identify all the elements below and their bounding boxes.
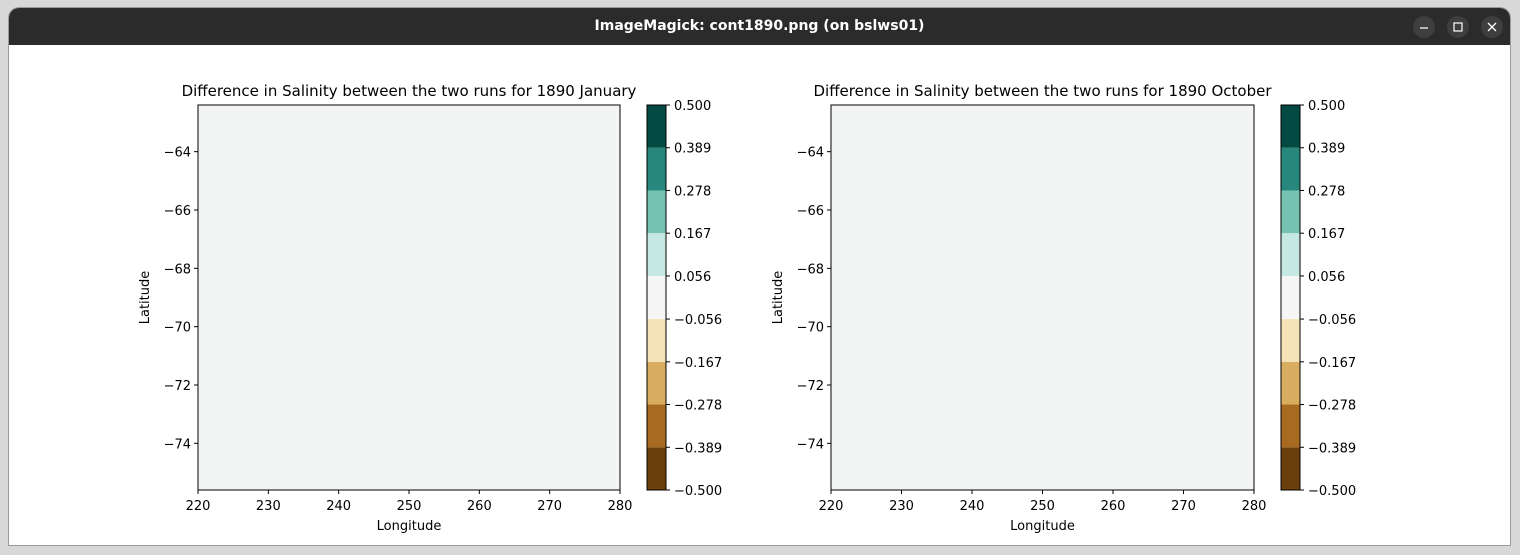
x-tick-label: 250 bbox=[1030, 499, 1055, 514]
colorbar-segment bbox=[647, 319, 666, 362]
y-tick-label: −70 bbox=[164, 321, 191, 336]
x-axis-label: Longitude bbox=[1010, 519, 1075, 534]
x-tick-label: 270 bbox=[1171, 499, 1196, 514]
y-tick-label: −64 bbox=[164, 146, 191, 161]
colorbar-segment bbox=[1281, 447, 1300, 490]
colorbar-tick-label: −0.056 bbox=[674, 313, 722, 328]
colorbar-frame bbox=[1280, 104, 1301, 491]
y-tick-label: −74 bbox=[164, 437, 191, 452]
colorbar-tick-label: −0.500 bbox=[674, 484, 722, 499]
maximize-button[interactable] bbox=[1447, 16, 1469, 38]
colorbar-tick-label: 0.278 bbox=[1308, 184, 1345, 199]
image-canvas: Difference in Salinity between the two r… bbox=[9, 45, 1510, 545]
chart-title: Difference in Salinity between the two r… bbox=[182, 82, 637, 100]
colorbar-segment bbox=[1281, 147, 1300, 191]
x-axis-label: Longitude bbox=[377, 519, 442, 534]
axes-frame bbox=[830, 104, 1255, 491]
x-tick-label: 260 bbox=[467, 499, 492, 514]
colorbar-tick-label: −0.278 bbox=[1308, 399, 1356, 414]
colorbar-segment bbox=[647, 275, 666, 320]
y-tick-label: −68 bbox=[797, 262, 824, 277]
x-tick-label: 220 bbox=[186, 499, 211, 514]
minimize-icon bbox=[1420, 27, 1428, 29]
y-tick-label: −74 bbox=[797, 437, 824, 452]
colorbar-segment bbox=[647, 361, 666, 405]
x-tick-label: 240 bbox=[960, 499, 985, 514]
image-viewer-window: ImageMagick: cont1890.png (on bslws01) D… bbox=[9, 8, 1510, 545]
y-tick-label: −72 bbox=[797, 379, 824, 394]
chart-title: Difference in Salinity between the two r… bbox=[813, 82, 1272, 100]
colorbar-tick-label: −0.167 bbox=[1308, 356, 1356, 371]
y-axis-label: Latitude bbox=[771, 271, 786, 325]
y-axis-label: Latitude bbox=[138, 271, 153, 325]
x-tick-label: 240 bbox=[326, 499, 351, 514]
colorbar-segment bbox=[1281, 233, 1300, 276]
contour-figure: Difference in Salinity between the two r… bbox=[138, 82, 1356, 534]
colorbar-tick-label: 0.167 bbox=[674, 227, 711, 242]
colorbar-tick-label: −0.278 bbox=[674, 399, 722, 414]
x-tick-label: 220 bbox=[819, 499, 844, 514]
colorbar-frame bbox=[646, 104, 667, 491]
y-tick-label: −68 bbox=[164, 262, 191, 277]
colorbar-segment bbox=[1281, 319, 1300, 362]
x-tick-label: 230 bbox=[256, 499, 281, 514]
colorbar-tick-label: 0.500 bbox=[1308, 99, 1345, 114]
x-tick-label: 280 bbox=[1242, 499, 1267, 514]
x-tick-label: 260 bbox=[1101, 499, 1126, 514]
y-tick-label: −70 bbox=[797, 321, 824, 336]
x-tick-label: 280 bbox=[608, 499, 633, 514]
title-bar[interactable]: ImageMagick: cont1890.png (on bslws01) bbox=[9, 8, 1510, 45]
x-tick-label: 230 bbox=[889, 499, 914, 514]
colorbar-tick-label: −0.167 bbox=[674, 356, 722, 371]
colorbar-segment bbox=[647, 105, 666, 148]
colorbar-tick-label: −0.500 bbox=[1308, 484, 1356, 499]
y-tick-label: −72 bbox=[164, 379, 191, 394]
colorbar-segment bbox=[647, 447, 666, 490]
colorbar-segment bbox=[1281, 404, 1300, 448]
colorbar-segment bbox=[1281, 275, 1300, 320]
colorbar-tick-label: −0.389 bbox=[674, 441, 722, 456]
colorbar-tick-label: −0.056 bbox=[1308, 313, 1356, 328]
colorbar-segment bbox=[647, 233, 666, 276]
colorbar-segment bbox=[1281, 361, 1300, 405]
y-tick-label: −64 bbox=[797, 146, 824, 161]
colorbar-segment bbox=[647, 404, 666, 448]
colorbar-tick-label: 0.278 bbox=[674, 184, 711, 199]
minimize-button[interactable] bbox=[1413, 16, 1435, 38]
colorbar-tick-label: 0.389 bbox=[674, 142, 711, 157]
y-tick-label: −66 bbox=[164, 204, 191, 219]
colorbar-segment bbox=[1281, 105, 1300, 148]
colorbar-tick-label: 0.389 bbox=[1308, 142, 1345, 157]
close-icon bbox=[1487, 22, 1497, 32]
y-tick-label: −66 bbox=[797, 204, 824, 219]
x-tick-label: 270 bbox=[537, 499, 562, 514]
colorbar-tick-label: 0.056 bbox=[674, 270, 711, 285]
axes-frame bbox=[197, 104, 621, 491]
colorbar-segment bbox=[647, 190, 666, 234]
maximize-icon bbox=[1453, 22, 1463, 32]
x-tick-label: 250 bbox=[397, 499, 422, 514]
close-button[interactable] bbox=[1481, 16, 1503, 38]
salinity-difference-field bbox=[198, 105, 620, 490]
colorbar-segment bbox=[647, 147, 666, 191]
colorbar-segment bbox=[1281, 190, 1300, 234]
colorbar-tick-label: 0.500 bbox=[674, 99, 711, 114]
colorbar-tick-label: 0.167 bbox=[1308, 227, 1345, 242]
salinity-difference-field bbox=[831, 105, 1254, 490]
window-title: ImageMagick: cont1890.png (on bslws01) bbox=[594, 18, 925, 34]
colorbar-tick-label: −0.389 bbox=[1308, 441, 1356, 456]
colorbar-tick-label: 0.056 bbox=[1308, 270, 1345, 285]
